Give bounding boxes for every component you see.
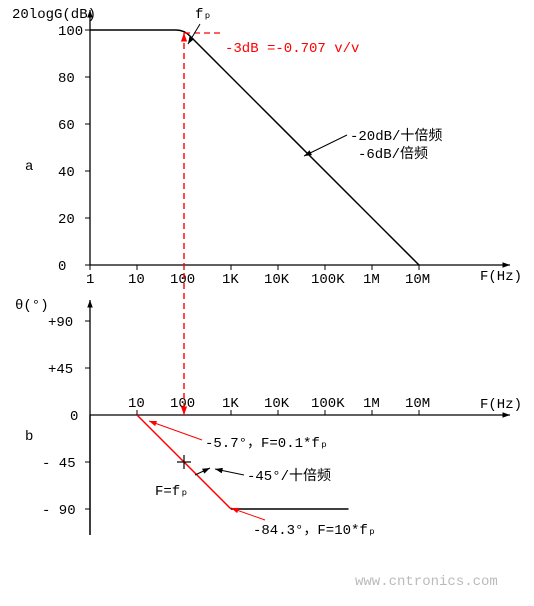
y-tick-label: 40	[58, 165, 75, 181]
x-tick-label: 1M	[363, 272, 380, 288]
arrow-head	[215, 468, 223, 473]
y-tick-label: 0	[70, 409, 78, 425]
y-tick-label: 60	[58, 118, 75, 134]
y-axis-title: 20logG(dB)	[12, 7, 96, 23]
arrow-head	[87, 300, 92, 308]
phase-annot-ffp: F=fₚ	[155, 484, 189, 500]
arrow-head	[502, 262, 510, 267]
x-tick-label: 10	[128, 396, 145, 412]
y-tick-label: +90	[48, 315, 73, 331]
x-tick-label: 100K	[311, 272, 345, 288]
x-tick-label: 10	[128, 272, 145, 288]
arrow-head	[149, 421, 157, 426]
phase-annot-45: -45°/十倍频	[247, 468, 331, 485]
x-axis-title: F(Hz)	[480, 269, 522, 285]
y-axis-title: θ(°)	[15, 298, 49, 314]
y-tick-label: 100	[58, 24, 83, 40]
x-tick-label: 1M	[363, 396, 380, 412]
x-tick-label: 100	[170, 272, 195, 288]
x-tick-label: 10M	[405, 396, 430, 412]
x-tick-label: 10K	[264, 396, 290, 412]
y-tick-label: - 90	[42, 503, 76, 519]
y-tick-label: - 45	[42, 456, 76, 472]
fp-label: fₚ	[195, 7, 212, 23]
minus3db-label: -3dB =-0.707 v/v	[225, 41, 359, 57]
x-axis-title: F(Hz)	[480, 397, 522, 413]
x-tick-label: 1K	[222, 272, 239, 288]
x-tick-label: 100K	[311, 396, 345, 412]
line-element	[149, 421, 202, 440]
arrow-head	[202, 468, 210, 474]
y-tick-label: 0	[58, 259, 66, 275]
x-tick-label: 1	[86, 272, 94, 288]
arrow-head	[231, 508, 239, 513]
phase-annot-84p3: -84.3°，F=10*fₚ	[253, 523, 376, 539]
arrow-head	[181, 33, 187, 41]
y-tick-label: 20	[58, 212, 75, 228]
slope-label-1: -20dB/十倍频	[350, 128, 442, 145]
phase-annot-5p7: -5.7°，F=0.1*fₚ	[205, 436, 328, 452]
slope-label-2: -6dB/倍频	[358, 146, 428, 163]
arrow-head	[502, 412, 510, 417]
x-tick-label: 10K	[264, 272, 290, 288]
plot-a-label: a	[25, 159, 33, 175]
y-tick-label: 80	[58, 71, 75, 87]
x-tick-label: 10M	[405, 272, 430, 288]
plot-b-label: b	[25, 429, 33, 445]
x-tick-label: 1K	[222, 396, 239, 412]
y-tick-label: +45	[48, 362, 73, 378]
watermark: www.cntronics.com	[355, 574, 498, 590]
